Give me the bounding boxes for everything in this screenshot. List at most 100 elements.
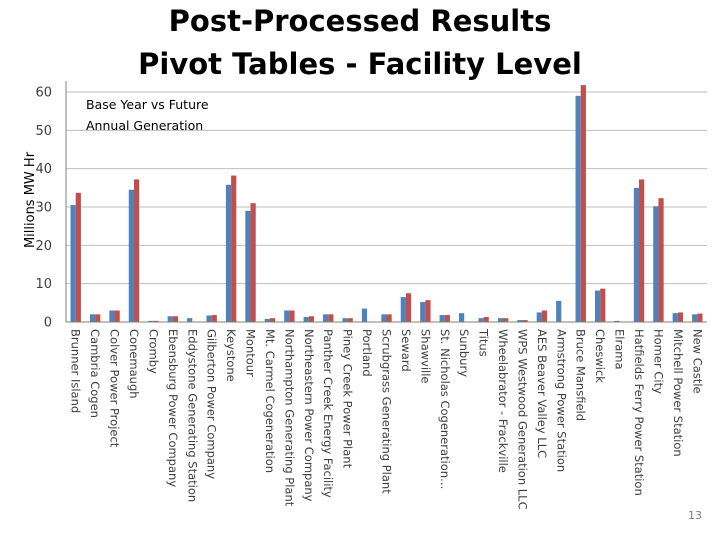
x-tick-label: Panther Creek Energy Facility [321,329,335,498]
y-tick-label: 0 [44,316,52,331]
bar-series-1 [70,205,76,322]
x-tick-label: Armstrong Power Station [554,329,568,472]
bar-series-2 [289,310,295,322]
bar-series-1 [342,318,348,322]
y-axis-label: Millions MW Hr [23,151,38,248]
x-tick-label: Wheelabrator - Frackville [496,329,510,473]
bar-series-2 [658,198,664,322]
x-tick-label: Eddystone Generating Station [185,329,199,502]
x-tick-label: WPS Westwood Generation LLC [515,329,529,510]
bar-series-2 [386,314,392,322]
bar-series-1 [89,314,96,322]
bar-series-1 [478,318,484,322]
bar-series-2 [153,320,159,322]
chart-title-line-1: Base Year vs Future [86,97,209,112]
bar-series-2 [405,293,412,322]
bar-series-2 [172,316,179,322]
bar-series-2 [483,317,489,322]
bar-series-2 [639,179,645,322]
bar-series-2 [114,310,120,322]
y-tick-label: 60 [35,86,52,101]
bar-series-1 [303,317,309,322]
slide-title-line-2: Pivot Tables - Facility Level [138,47,582,81]
bar-series-1 [420,302,426,322]
bar-series-2 [133,179,140,322]
bar-series-2 [444,315,450,322]
axes [65,81,707,323]
x-tick-label: Homer City [651,329,665,394]
bar-series-1 [594,290,601,322]
y-tick-label: 50 [35,124,52,139]
x-tick-label: Cromby [146,329,160,374]
x-tick-label: AES Beaver Valley LLC [535,329,549,458]
x-tick-label: St. Nicholas Cogeneration… [438,329,452,490]
bar-series-2 [503,318,509,322]
bar-series-2 [522,320,528,322]
x-tick-label: Piney Creek Power Plant [341,329,355,469]
bar-series-1 [187,318,193,322]
bar-series-2 [269,318,276,322]
bar-series-2 [677,312,684,322]
x-tick-label: Brunner Island [69,329,83,413]
bar-series-2 [231,175,237,322]
bar-series-1 [614,320,620,322]
bar-series-1 [148,320,154,322]
bar-series-1 [517,320,523,322]
x-tick-label: Cheswick [593,329,607,383]
bar-series-2 [600,288,606,322]
x-tick-label: New Castle [690,329,704,394]
bar-series-1 [633,187,640,322]
x-tick-labels: Brunner Island Cambria Cogen Colver Power … [69,328,705,510]
x-tick-label: Conemaugh [127,329,141,399]
x-tick-label: Mitchell Power Station [671,329,685,457]
y-tick-label: 40 [35,162,52,177]
x-tick-label: Shawville [418,329,432,384]
x-tick-label: Northeastern Power Company [302,329,316,502]
bar-series-1 [653,206,659,322]
x-tick-label: Scrubgrass Generating Plant [380,329,394,494]
bar-series-1 [361,308,368,322]
bar-series-2 [541,310,548,322]
bar-series-2 [250,203,256,322]
y-tick-label: 30 [35,201,52,216]
bar-series-1 [264,318,270,322]
bar-series-2 [347,318,353,322]
bar-series-1 [323,314,329,322]
y-tick-label: 10 [35,277,52,292]
gridlines [66,91,707,285]
bar-series-2 [697,313,703,322]
x-tick-label: Portland [360,329,374,377]
y-tick-labels: 0 10 20 30 40 50 60 [35,86,52,331]
bar-series-1 [575,95,581,322]
bar-series-1 [109,310,115,322]
x-tick-label: Hatfields Ferry Power Station [632,329,646,496]
bar-series-1 [497,318,504,322]
bar-series-1 [206,315,212,322]
x-tick-label: Seward [399,329,413,372]
x-tick-label: Colver Power Project [108,329,122,448]
bar-series-2 [211,315,217,322]
bar-series-1 [459,313,465,322]
bar-series-1 [692,314,698,322]
bar-series-2 [308,316,314,322]
bar-series-2 [95,314,101,322]
y-tick-label: 20 [35,239,52,254]
bar-series-2 [328,314,334,322]
bar-series-1 [536,312,542,322]
x-tick-label: Ebensburg Power Company [166,329,180,487]
bar-series-1 [284,310,290,322]
bar-series-1 [381,314,387,322]
bar-series-1 [672,313,678,322]
bar-series-1 [556,300,562,322]
x-tick-label: Keystone [224,329,238,382]
x-tick-label: Northampton Generating Plant [282,329,296,507]
bar-series-1 [225,184,232,322]
x-tick-label: Cambria Cogen [88,329,102,418]
bar-series-1 [245,210,251,322]
x-tick-label: Titus [477,328,491,357]
bars [70,85,703,322]
bar-series-2 [75,192,81,322]
bar-series-2 [425,300,431,322]
x-tick-label: Montour [244,329,258,377]
